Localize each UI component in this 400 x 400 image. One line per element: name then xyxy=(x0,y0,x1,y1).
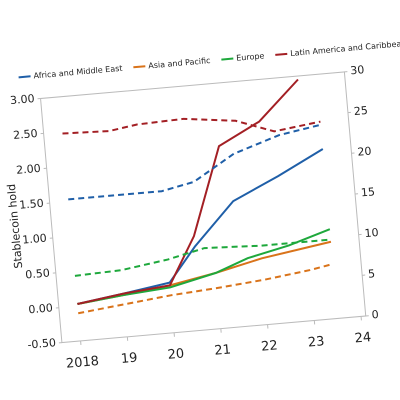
y2-tick-label: 25 xyxy=(353,104,368,118)
x-tick-label: 21 xyxy=(214,342,232,358)
series-line xyxy=(74,238,331,277)
series-line xyxy=(68,123,321,201)
series-line xyxy=(77,148,324,305)
legend-label: Latin America and Caribbean xyxy=(290,39,400,58)
x-tick-label: 2018 xyxy=(65,354,99,372)
legend-swatch xyxy=(275,52,288,56)
legend-label: Asia and Pacific xyxy=(148,56,211,70)
series-line xyxy=(77,78,299,305)
y-tick-label: -0.50 xyxy=(27,336,56,351)
legend-label: Europe xyxy=(236,51,265,62)
legend-swatch xyxy=(18,75,31,79)
y2-tick-label: 10 xyxy=(364,226,379,240)
y-tick-label: 1.50 xyxy=(19,197,45,212)
legend: Africa and Middle East Asia and Pacific Eu… xyxy=(18,39,400,81)
x-tick-label: 22 xyxy=(261,338,279,354)
y-axis-label: Stablecoin hold xyxy=(5,183,25,269)
legend-label: Africa and Middle East xyxy=(33,64,123,81)
legend-swatch xyxy=(221,57,234,61)
series-line xyxy=(78,262,334,315)
y-tick-label: 0.00 xyxy=(28,301,54,316)
y-tick-label: 1.00 xyxy=(22,232,48,247)
x-tick-label: 19 xyxy=(120,351,138,367)
x-tick-label: 23 xyxy=(307,334,325,350)
y-tick-label: 2.50 xyxy=(13,127,39,142)
y2-tick-label: 5 xyxy=(368,267,376,281)
y2-tick-label: 15 xyxy=(360,185,375,199)
y2-tick-label: 20 xyxy=(357,145,372,159)
series-line xyxy=(62,117,321,135)
y2-tick-label: 30 xyxy=(350,63,365,77)
x-tick-label: 20 xyxy=(167,346,185,362)
legend-swatch xyxy=(133,65,146,69)
chart-body: Stablecoin hold Africa and Middle East As… xyxy=(5,39,400,372)
y2-tick-label: 0 xyxy=(371,308,379,322)
series-line xyxy=(77,228,331,305)
y-tick-label: 3.00 xyxy=(10,92,36,107)
y-tick-label: 0.50 xyxy=(25,266,51,281)
x-tick-label: 24 xyxy=(354,330,372,346)
y-tick-label: 2.00 xyxy=(16,162,42,177)
